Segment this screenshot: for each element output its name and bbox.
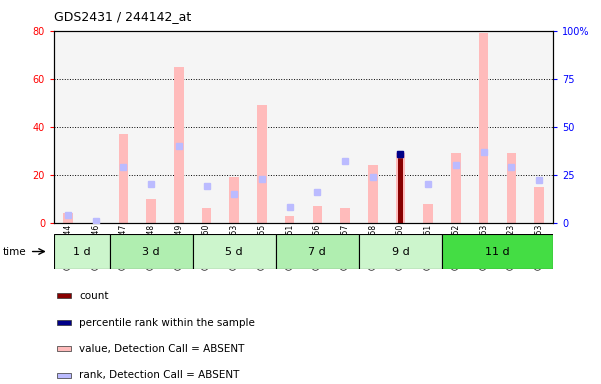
- Bar: [359, 31, 442, 223]
- Bar: [534, 187, 544, 223]
- Bar: [174, 67, 184, 223]
- Bar: [193, 31, 276, 223]
- Text: percentile rank within the sample: percentile rank within the sample: [79, 318, 255, 328]
- Bar: [109, 234, 193, 269]
- Text: value, Detection Call = ABSENT: value, Detection Call = ABSENT: [79, 344, 245, 354]
- Bar: [442, 234, 553, 269]
- Bar: [359, 234, 442, 269]
- Bar: [56, 320, 71, 325]
- Text: 11 d: 11 d: [485, 247, 510, 257]
- Bar: [442, 31, 553, 223]
- Text: GDS2431 / 244142_at: GDS2431 / 244142_at: [54, 10, 191, 23]
- Bar: [193, 234, 276, 269]
- Bar: [146, 199, 156, 223]
- Bar: [56, 346, 71, 351]
- Bar: [202, 208, 212, 223]
- Bar: [368, 165, 377, 223]
- Bar: [313, 206, 322, 223]
- Text: 3 d: 3 d: [142, 247, 160, 257]
- Text: 1 d: 1 d: [73, 247, 91, 257]
- Bar: [398, 153, 403, 223]
- Text: rank, Detection Call = ABSENT: rank, Detection Call = ABSENT: [79, 371, 240, 381]
- Text: 7 d: 7 d: [308, 247, 326, 257]
- Text: count: count: [79, 291, 109, 301]
- Text: time: time: [2, 247, 26, 257]
- Bar: [54, 31, 109, 223]
- Bar: [54, 234, 109, 269]
- Bar: [63, 213, 73, 223]
- Bar: [56, 373, 71, 378]
- Bar: [276, 234, 359, 269]
- Bar: [479, 33, 489, 223]
- Bar: [507, 153, 516, 223]
- Bar: [257, 105, 267, 223]
- Bar: [109, 31, 193, 223]
- Bar: [423, 204, 433, 223]
- Text: 5 d: 5 d: [225, 247, 243, 257]
- Bar: [340, 208, 350, 223]
- Bar: [395, 153, 405, 223]
- Text: 9 d: 9 d: [392, 247, 409, 257]
- Bar: [451, 153, 461, 223]
- Bar: [230, 177, 239, 223]
- Bar: [276, 31, 359, 223]
- Bar: [56, 293, 71, 298]
- Bar: [285, 215, 294, 223]
- Bar: [118, 134, 128, 223]
